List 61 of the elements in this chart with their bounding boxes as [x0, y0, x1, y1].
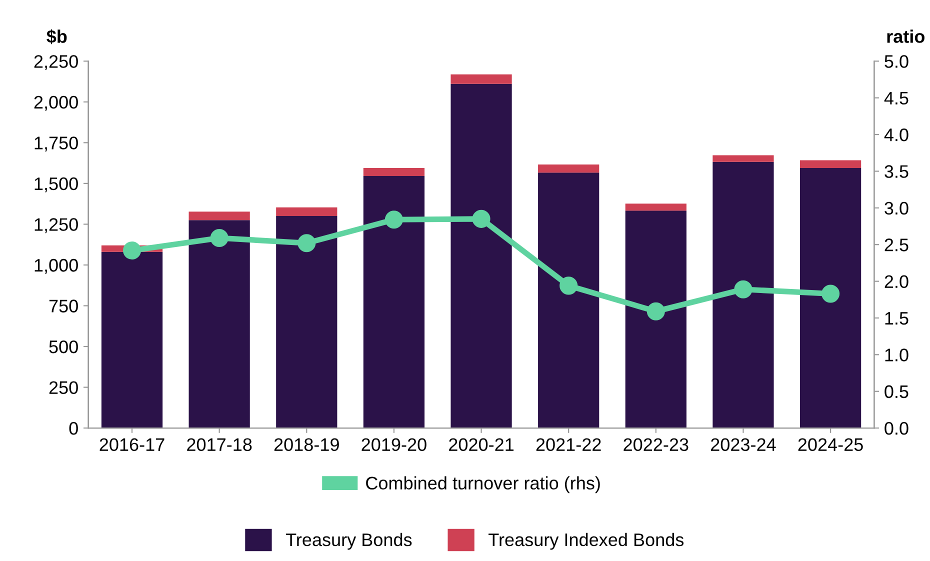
y2-tick-label: 0.0	[884, 422, 908, 435]
bar	[188, 220, 250, 428]
bar	[538, 164, 600, 173]
bar	[712, 162, 774, 428]
x-tick-label: 2019-20	[362, 438, 426, 452]
y2-tick-label: 2.5	[884, 238, 908, 252]
bar	[276, 207, 338, 216]
y-tick-label: 2,250	[34, 55, 78, 70]
bar	[188, 212, 250, 220]
bar	[276, 216, 338, 428]
point	[298, 234, 316, 252]
legend-label: Treasury Bonds	[286, 532, 412, 550]
y2-tick-label: 1.5	[885, 312, 908, 325]
point	[822, 284, 840, 303]
bar	[450, 84, 512, 428]
bar	[625, 204, 686, 211]
y-tick-label: 750	[49, 300, 78, 312]
y-axis-title: $b	[46, 29, 67, 44]
bar	[363, 168, 425, 176]
y-tick-label: 0	[69, 422, 78, 435]
y2-tick-label: 4.0	[884, 128, 908, 142]
point	[734, 280, 752, 298]
x-tick-label: 2017-18	[187, 438, 252, 452]
x-tick-label: 2018-19	[274, 438, 339, 452]
bar	[538, 172, 600, 428]
x-tick-label: 2022-23	[624, 438, 688, 452]
legend-label: Combined turnover ratio (rhs)	[366, 476, 600, 494]
x-tick-label: 2016-17	[100, 438, 164, 452]
point	[472, 210, 490, 228]
bar	[800, 160, 862, 168]
y-tick-label: 2,000	[34, 96, 78, 111]
legend-label: Treasury Indexed Bonds	[488, 532, 684, 550]
bar	[712, 155, 774, 162]
y-tick-label: 1,000	[34, 258, 78, 274]
y2-tick-label: 5.0	[884, 55, 908, 68]
y2-tick-label: 1.0	[885, 348, 908, 362]
bar	[363, 176, 425, 428]
y2-tick-label: 3.0	[884, 202, 908, 215]
bar	[625, 210, 686, 428]
x-tick-label: 2021-22	[536, 438, 601, 452]
x-tick-label: 2020-21	[449, 438, 514, 452]
y2-axis-title: ratio	[887, 30, 924, 43]
bar	[101, 252, 163, 428]
point	[384, 210, 403, 229]
point	[122, 241, 142, 260]
point	[646, 302, 665, 320]
y2-tick-label: 3.5	[884, 165, 908, 178]
point	[560, 276, 578, 295]
y2-tick-label: 0.5	[884, 385, 908, 398]
x-tick-label: 2024-25	[798, 438, 863, 452]
y-tick-label: 250	[49, 381, 78, 394]
y-tick-label: 500	[49, 340, 78, 354]
y-tick-label: 1,750	[34, 136, 78, 152]
point	[210, 228, 228, 248]
bar	[800, 168, 862, 428]
x-tick-label: 2023-24	[711, 438, 776, 452]
y2-tick-label: 2.0	[884, 275, 908, 288]
y-tick-label: 1,250	[34, 218, 78, 234]
y2-tick-label: 4.5	[884, 92, 908, 105]
bar	[450, 74, 512, 84]
y-tick-label: 1,500	[34, 177, 78, 192]
